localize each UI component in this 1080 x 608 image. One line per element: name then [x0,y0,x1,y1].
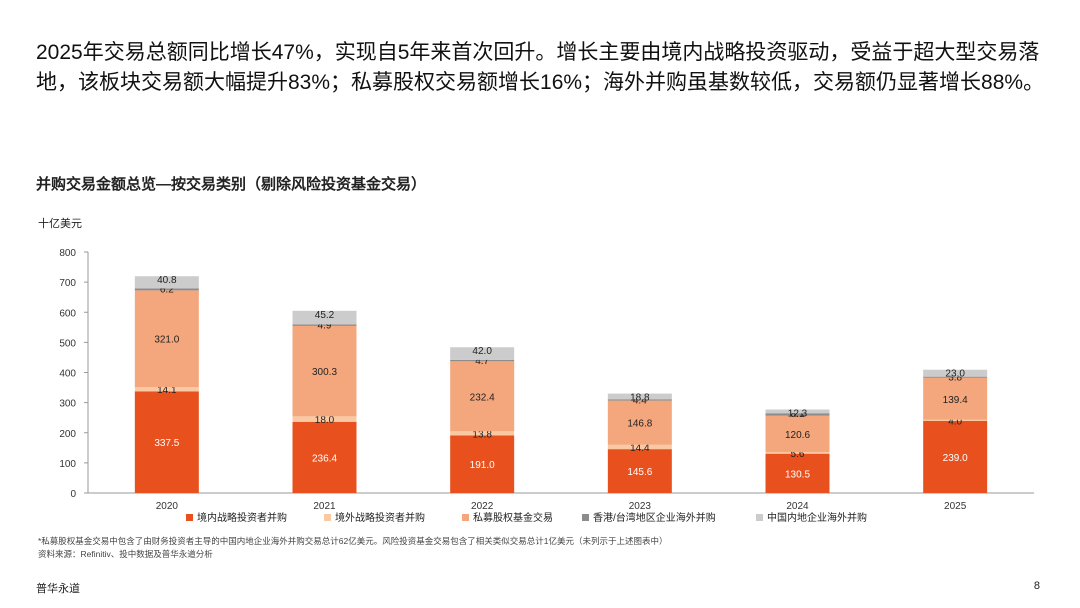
data-label-2022-0: 191.0 [470,460,495,471]
brand-name: 普华永道 [36,583,80,595]
data-label-2023-2: 146.8 [627,419,652,430]
legend-label-2: 私募股权基金交易 [473,511,553,524]
page-number: 8 [1033,580,1040,592]
x-tick-label-2020: 2020 [156,501,179,512]
x-tick-label-2025: 2025 [944,501,967,512]
footnote-note: *私募股权基金交易中包含了由财务投资者主导的中国内地企业海外并购交易总计62亿美… [38,536,668,546]
bar-segment-2025-2 [923,377,988,420]
legend-swatch-2 [462,514,469,521]
data-label-2021-2: 300.3 [312,367,337,378]
bar-segment-2021-3 [292,324,357,326]
data-label-2022-2: 232.4 [470,392,495,403]
data-label-2020-4: 40.8 [157,275,177,286]
data-label-2023-3: 4.4 [633,395,647,406]
bar-segment-2020-3 [134,288,199,291]
bar-segment-2020-2 [134,290,199,388]
y-tick-label: 700 [59,278,76,289]
data-label-2024-2: 120.6 [785,430,810,441]
bar-segment-2023-2 [607,400,672,445]
bar-segment-2025-3 [923,376,988,378]
data-label-2024-1: 5.6 [791,449,805,460]
data-label-2023-4: 18.8 [630,393,650,404]
bar-segment-2020-1 [134,387,199,392]
bar-segment-2025-1 [923,419,988,422]
bar-segment-2021-1 [292,416,357,422]
legend-swatch-1 [324,514,331,521]
chart-title: 并购交易金额总览—按交易类别（剔除风险投资基金交易） [36,176,427,193]
footnote-source: 资料来源：Refinitiv、投中数据及普华永道分析 [38,549,213,559]
bar-segment-2024-0 [765,453,830,493]
x-tick-label-2024: 2024 [786,501,809,512]
bar-segment-2023-3 [607,399,672,401]
bar-segment-2021-2 [292,325,357,417]
data-label-2025-0: 239.0 [943,453,968,464]
data-label-2025-3: 3.8 [948,373,962,384]
data-label-2024-4: 12.3 [788,409,808,420]
x-tick-label-2022: 2022 [471,501,494,512]
bar-segment-2020-4 [134,276,199,289]
data-label-2021-3: 4.9 [318,320,332,331]
bar-segment-2024-2 [765,415,830,452]
bar-segment-2022-2 [450,361,515,432]
data-label-2022-3: 4.7 [475,356,489,367]
y-tick-label: 200 [59,429,76,440]
data-label-2023-1: 14.4 [630,443,650,454]
y-tick-label: 400 [59,369,76,380]
bar-segment-2022-0 [450,435,515,493]
bar-segment-2023-4 [607,393,672,400]
data-label-2020-3: 6.2 [160,285,174,296]
y-tick-label: 0 [70,489,76,500]
data-label-2024-3: 8.1 [791,409,805,420]
y-tick-label: 500 [59,338,76,349]
legend-label-1: 境外战略投资者并购 [335,511,425,524]
x-tick-label-2021: 2021 [313,501,336,512]
y-tick-label: 800 [59,248,76,259]
headline: 2025年交易总额同比增长47%，实现自5年来首次回升。增长主要由境内战略投资驱… [36,41,1045,94]
bar-segment-2020-0 [134,391,199,493]
y-axis-unit-label: 十亿美元 [38,218,82,230]
legend-label-4: 中国内地企业海外并购 [767,511,867,524]
legend-swatch-0 [186,514,193,521]
bar-segment-2025-4 [923,369,988,377]
y-tick-label: 300 [59,399,76,410]
data-label-2021-4: 45.2 [315,310,335,321]
bar-segment-2022-3 [450,359,515,362]
bar-segment-2023-0 [607,449,672,493]
bar-segment-2022-1 [450,431,515,436]
bar-segment-2021-4 [292,310,357,325]
data-label-2020-2: 321.0 [154,335,179,346]
bar-segment-2023-1 [607,444,672,450]
data-label-2023-0: 145.6 [627,467,652,478]
data-label-2020-0: 337.5 [154,438,179,449]
x-tick-label-2023: 2023 [629,501,652,512]
bar-segment-2022-4 [450,347,515,360]
y-tick-label: 100 [59,459,76,470]
footnote: *私募股权基金交易中包含了由财务投资者主导的中国内地企业海外并购交易总计62亿美… [38,535,668,561]
legend-label-0: 境内战略投资者并购 [197,511,287,524]
data-label-2022-1: 13.8 [472,429,492,440]
bar-segment-2024-1 [765,451,830,454]
bar-segment-2021-0 [292,421,357,493]
legend-swatch-3 [582,514,589,521]
legend-label-3: 香港/台湾地区企业海外并购 [593,511,716,524]
bar-segment-2025-0 [923,421,988,493]
bar-segment-2024-4 [765,409,830,414]
data-label-2025-2: 139.4 [943,395,968,406]
y-tick-label: 600 [59,308,76,319]
data-label-2024-0: 130.5 [785,469,810,480]
legend-swatch-4 [756,514,763,521]
data-label-2020-1: 14.1 [157,385,177,396]
data-label-2021-1: 18.0 [315,415,335,426]
data-label-2025-1: 4.0 [948,416,962,427]
data-label-2025-4: 23.0 [945,369,965,380]
data-label-2022-4: 42.0 [472,346,492,357]
data-label-2021-0: 236.4 [312,453,337,464]
bar-segment-2024-3 [765,413,830,416]
